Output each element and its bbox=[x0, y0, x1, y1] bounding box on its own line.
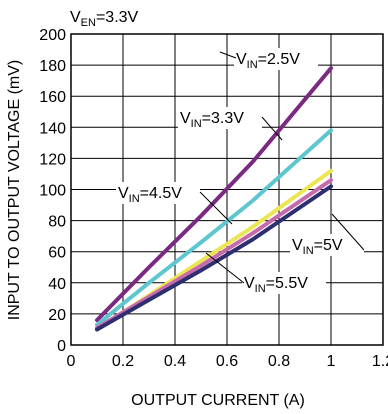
leader-line-2.5v bbox=[219, 51, 237, 59]
annotation-suffix: =5.5V bbox=[266, 275, 309, 292]
annotation-main: V bbox=[236, 51, 247, 68]
series-line-1 bbox=[95, 128, 333, 327]
series-annotations: VIN=2.5V VIN=3.3V VIN=4.5V VIN=5V VIN=5.… bbox=[116, 48, 365, 295]
leader-line-3.3v bbox=[261, 116, 283, 141]
y-tick-label: 160 bbox=[39, 89, 66, 106]
annotation-suffix: =4.5V bbox=[140, 185, 183, 202]
x-tick-label: 0.8 bbox=[268, 353, 290, 370]
annotation-vin-3.3v: VIN=3.3V bbox=[180, 110, 244, 130]
leader-line-4.5v bbox=[199, 191, 233, 225]
series-layer bbox=[95, 66, 333, 332]
annotation-sub: IN bbox=[247, 59, 258, 71]
annotation-sub: IN bbox=[191, 118, 202, 130]
y-tick-label: 200 bbox=[39, 27, 66, 44]
x-tick-labels: 0 0.2 0.4 0.6 0.8 1 1.2 bbox=[67, 353, 388, 370]
condition-sub: EN bbox=[81, 17, 96, 29]
annotation-main: V bbox=[180, 110, 191, 127]
x-tick-label: 0 bbox=[67, 353, 76, 370]
y-tick-label: 180 bbox=[39, 58, 66, 75]
y-tick-label: 60 bbox=[48, 245, 66, 262]
leader-line-5v bbox=[331, 213, 365, 251]
annotation-sub: IN bbox=[255, 283, 266, 295]
series-line-0 bbox=[95, 66, 333, 323]
series-line-3 bbox=[95, 178, 333, 330]
annotation-bg-3.3v bbox=[178, 107, 262, 129]
annotation-bg-5.5v bbox=[242, 272, 326, 294]
leader-line-5.5v bbox=[205, 252, 245, 284]
y-axis-title: INPUT TO OUTPUT VOLTAGE (mV) bbox=[6, 60, 23, 320]
annotation-sub: IN bbox=[303, 245, 314, 257]
y-tick-label: 120 bbox=[39, 151, 66, 168]
annotation-main: V bbox=[118, 185, 129, 202]
annotation-suffix: =5V bbox=[314, 237, 343, 254]
x-tick-label: 0.2 bbox=[112, 353, 134, 370]
condition-label: VEN=3.3V bbox=[70, 9, 139, 29]
series-line-4 bbox=[95, 184, 333, 332]
x-axis-title: OUTPUT CURRENT (A) bbox=[131, 392, 305, 409]
annotation-bg-4.5v bbox=[116, 182, 200, 204]
y-tick-label: 20 bbox=[48, 307, 66, 324]
annotation-bg-2.5v bbox=[234, 48, 318, 70]
condition-main: V bbox=[70, 9, 81, 26]
x-tick-label: 1.2 bbox=[372, 353, 388, 370]
annotation-suffix: =2.5V bbox=[258, 51, 301, 68]
x-tick-label: 1 bbox=[327, 353, 336, 370]
annotation-sub: IN bbox=[129, 193, 140, 205]
annotation-main: V bbox=[292, 237, 303, 254]
condition-suffix: =3.3V bbox=[96, 9, 139, 26]
annotation-suffix: =3.3V bbox=[202, 110, 245, 127]
y-tick-label: 80 bbox=[48, 214, 66, 231]
y-tick-labels: 0 20 40 60 80 100 120 140 160 180 200 bbox=[39, 27, 66, 355]
annotation-vin-5.5v: VIN=5.5V bbox=[244, 275, 308, 295]
annotation-bg-5v bbox=[290, 234, 364, 256]
annotation-vin-2.5v: VIN=2.5V bbox=[236, 51, 300, 71]
y-tick-label: 100 bbox=[39, 183, 66, 200]
annotation-vin-5v: VIN=5V bbox=[292, 237, 343, 257]
x-tick-label: 0.6 bbox=[216, 353, 238, 370]
annotation-vin-4.5v: VIN=4.5V bbox=[118, 185, 182, 205]
annotation-main: V bbox=[244, 275, 255, 292]
x-tick-label: 0.4 bbox=[164, 353, 186, 370]
y-tick-label: 140 bbox=[39, 120, 66, 137]
y-tick-label: 0 bbox=[57, 338, 66, 355]
plot-frame bbox=[70, 33, 384, 346]
y-tick-label: 40 bbox=[48, 276, 66, 293]
